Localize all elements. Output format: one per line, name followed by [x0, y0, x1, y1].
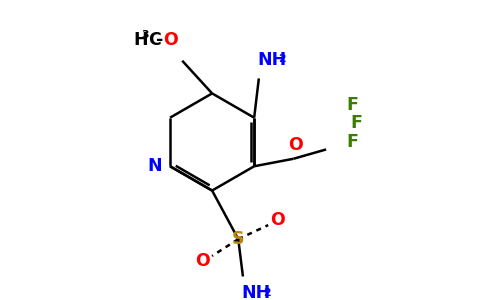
Text: -: -	[156, 31, 164, 49]
Text: 2: 2	[278, 55, 286, 64]
Text: O: O	[196, 252, 210, 270]
Text: NH: NH	[241, 284, 271, 300]
Text: F: F	[347, 96, 358, 114]
Text: H: H	[134, 31, 148, 49]
Text: C: C	[148, 31, 160, 49]
Text: O: O	[164, 31, 178, 49]
Text: 2: 2	[263, 288, 271, 298]
Text: O: O	[270, 212, 285, 230]
Text: S: S	[232, 230, 244, 248]
Text: O: O	[288, 136, 302, 154]
Text: NH: NH	[257, 51, 286, 69]
Text: 3: 3	[142, 30, 149, 40]
Text: F: F	[347, 133, 358, 151]
Text: F: F	[350, 114, 362, 132]
Text: N: N	[148, 157, 163, 175]
